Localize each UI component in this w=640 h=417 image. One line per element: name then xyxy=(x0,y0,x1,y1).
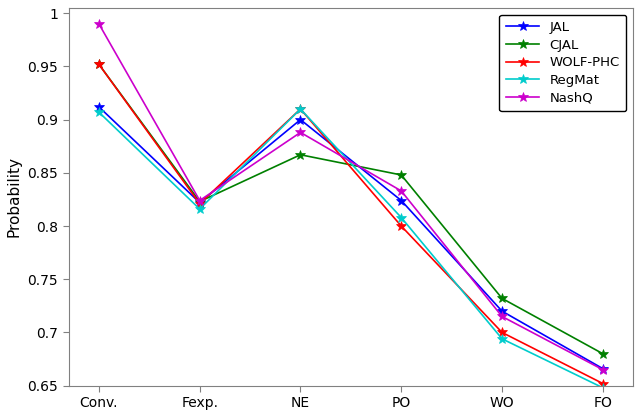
Line: RegMat: RegMat xyxy=(94,104,608,393)
NashQ xyxy=(498,314,506,319)
Line: NashQ: NashQ xyxy=(94,19,608,374)
CJAL xyxy=(498,296,506,301)
RegMat xyxy=(397,215,405,220)
WOLF-PHC xyxy=(397,224,405,229)
RegMat xyxy=(599,385,607,390)
NashQ xyxy=(296,130,304,135)
NashQ xyxy=(599,367,607,372)
JAL xyxy=(498,309,506,314)
RegMat xyxy=(296,106,304,111)
RegMat xyxy=(196,206,204,211)
Y-axis label: Probability: Probability xyxy=(7,156,22,237)
Legend: JAL, CJAL, WOLF-PHC, RegMat, NashQ: JAL, CJAL, WOLF-PHC, RegMat, NashQ xyxy=(499,15,627,111)
WOLF-PHC xyxy=(498,330,506,335)
WOLF-PHC xyxy=(95,62,103,67)
Line: CJAL: CJAL xyxy=(94,60,608,359)
CJAL xyxy=(196,199,204,204)
CJAL xyxy=(296,152,304,157)
CJAL xyxy=(599,351,607,356)
CJAL xyxy=(397,173,405,178)
CJAL xyxy=(95,62,103,67)
Line: WOLF-PHC: WOLF-PHC xyxy=(94,60,608,388)
JAL xyxy=(599,366,607,371)
JAL xyxy=(296,117,304,122)
NashQ xyxy=(397,188,405,193)
WOLF-PHC xyxy=(296,106,304,111)
NashQ xyxy=(196,198,204,203)
RegMat xyxy=(95,110,103,115)
JAL xyxy=(397,198,405,203)
Line: JAL: JAL xyxy=(94,102,608,374)
NashQ xyxy=(95,21,103,26)
WOLF-PHC xyxy=(196,201,204,206)
JAL xyxy=(95,104,103,109)
WOLF-PHC xyxy=(599,381,607,386)
JAL xyxy=(196,200,204,205)
RegMat xyxy=(498,337,506,342)
